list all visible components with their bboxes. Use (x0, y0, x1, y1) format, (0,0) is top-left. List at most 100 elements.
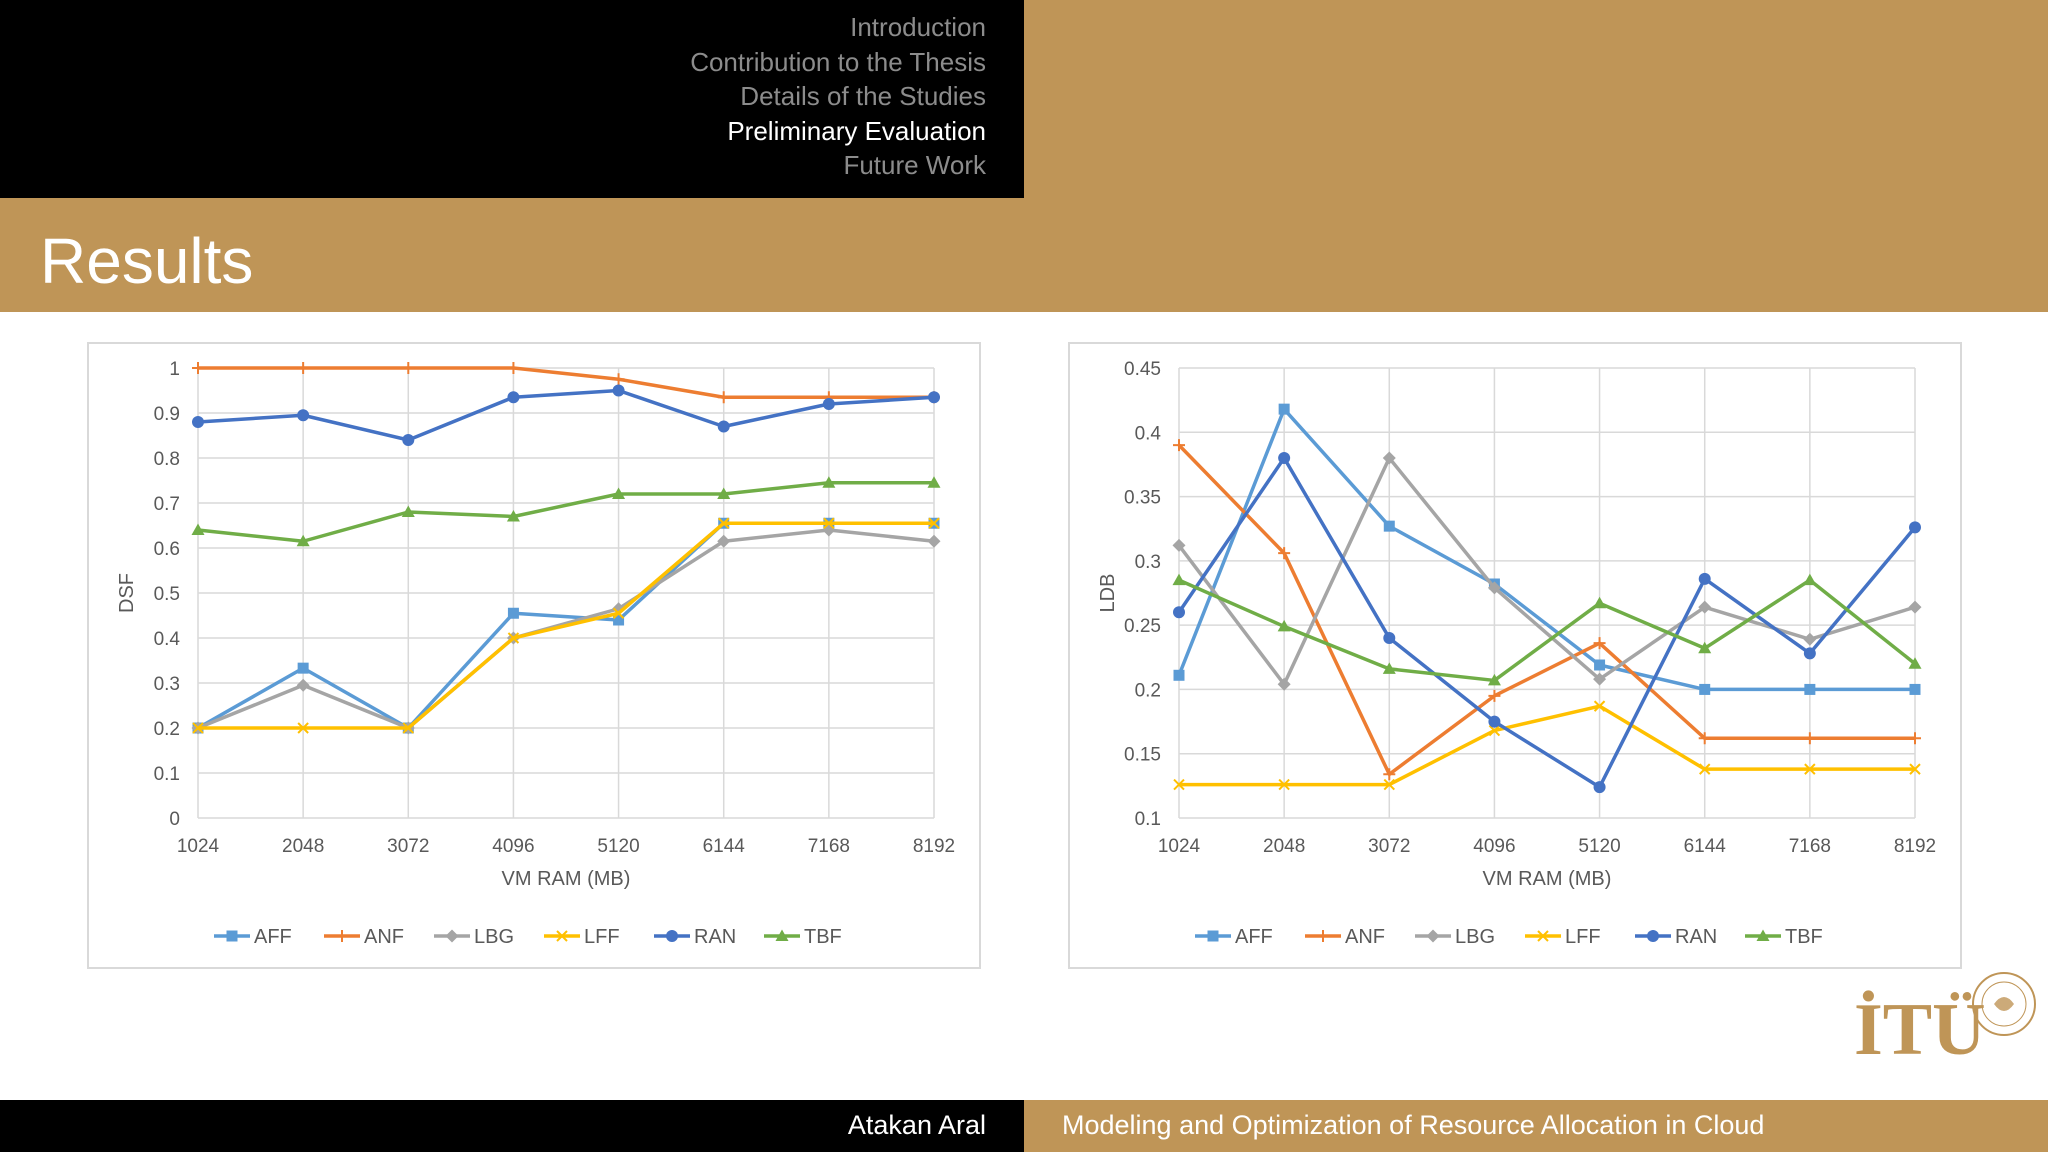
dsf-point-aff (297, 662, 309, 674)
ldb-point-ran (1698, 572, 1711, 585)
ldb-point-ran (1909, 521, 1921, 534)
dsf-chart: 0 0.1 0.2 0.3 0.4 0.5 0.6 0.7 0.8 0.9 1 1024 2048 307… (87, 342, 981, 969)
dsf-point-tbf (191, 523, 205, 535)
nav-item-contribution[interactable]: Contribution to the Thesis (690, 46, 986, 77)
ldb-point-tbf (1593, 596, 1607, 609)
dsf-point-aff (507, 607, 519, 619)
ldb-xtick-label: 4096 (1473, 836, 1515, 857)
ldb-legend-marker-aff (1207, 930, 1219, 942)
ldb-series-lbg (1172, 451, 1922, 691)
dsf-ytick-label: 0.3 (154, 674, 180, 695)
ldb-ytick-label: 0.1 (1135, 809, 1161, 830)
ldb-point-ran (1173, 606, 1185, 619)
ldb-ytick-label: 0.3 (1135, 552, 1161, 573)
dsf-legend-label-anf: ANF (364, 926, 404, 948)
ldb-point-anf (1173, 439, 1185, 452)
dsf-ytick-label: 0.1 (154, 764, 180, 785)
ldb-point-aff (1699, 683, 1711, 695)
dsf-point-lff (928, 517, 940, 529)
ldb-series-anf (1173, 439, 1921, 781)
dsf-point-lbg (717, 534, 731, 548)
ldb-point-ran (1278, 452, 1291, 464)
ldb-point-anf (1278, 547, 1291, 560)
ldb-point-aff (1173, 669, 1185, 681)
itu-logo: İTÜ (1848, 944, 2048, 1071)
ldb-xtick-label: 7168 (1789, 836, 1831, 857)
nav-item-introduction[interactable]: Introduction (850, 12, 986, 42)
dsf-ytick-label: 0.6 (154, 539, 180, 560)
nav-item-future-work[interactable]: Future Work (843, 150, 986, 180)
dsf-xtick-label: 1024 (177, 836, 220, 857)
dsf-ytick-label: 0.2 (154, 719, 180, 740)
ldb-legend-label-tbf: TBF (1785, 926, 1823, 948)
ldb-point-lbg (1698, 600, 1712, 614)
ldb-point-ran (1593, 781, 1606, 794)
dsf-legend-label-tbf: TBF (804, 926, 842, 948)
dsf-legend-marker-lff (556, 930, 568, 942)
ldb-point-lbg (1593, 672, 1607, 686)
dsf-point-tbf (927, 476, 941, 488)
dsf-xtick-label: 3072 (387, 836, 429, 857)
footer-black-panel: Atakan Aral (0, 1100, 1024, 1152)
ldb-point-anf (1488, 689, 1501, 702)
ldb-point-anf (1383, 768, 1396, 781)
footer-presentation-title: Modeling and Optimization of Resource Al… (1062, 1110, 1765, 1140)
ldb-ytick-label: 0.2 (1135, 680, 1161, 701)
ldb-xtick-label: 2048 (1263, 836, 1305, 857)
ldb-point-lff (1383, 778, 1395, 791)
ldb-point-aff (1383, 520, 1395, 532)
dsf-point-tbf (296, 534, 310, 547)
ldb-chart: 0.1 0.15 0.2 0.25 0.3 0.35 0.4 0.45 1024 2048 3072… (1068, 342, 1962, 969)
ldb-point-lbg (1803, 632, 1817, 646)
ldb-point-aff (1278, 403, 1290, 415)
ldb-point-tbf (1487, 673, 1501, 686)
dsf-point-anf (612, 373, 625, 386)
ldb-point-ran (1488, 715, 1501, 728)
ldb-point-anf (1909, 732, 1921, 745)
dsf-ytick-label: 0.5 (154, 584, 180, 605)
dsf-line-lff (198, 521, 934, 730)
ldb-line-aff (1177, 407, 1915, 692)
dsf-chart-svg: 0 0.1 0.2 0.3 0.4 0.5 0.6 0.7 0.8 0.9 1 1024 2048 307… (116, 359, 955, 948)
nav-item-details[interactable]: Details of the Studies (740, 81, 986, 111)
ldb-point-anf (1593, 637, 1606, 650)
ldb-legend-label-ran: RAN (1675, 926, 1717, 948)
ldb-xtick-label: 8192 (1894, 836, 1936, 857)
dsf-legend-marker-tbf (775, 929, 789, 941)
ldb-point-lff (1173, 778, 1185, 791)
ldb-ytick-label: 0.45 (1124, 359, 1161, 380)
nav-item-preliminary-evaluation[interactable]: Preliminary Evaluation (727, 115, 986, 146)
dsf-point-ran (192, 416, 204, 428)
ldb-xtick-label: 1024 (1158, 836, 1201, 857)
dsf-point-lff (297, 722, 309, 734)
dsf-point-ran (402, 434, 415, 446)
dsf-point-anf (192, 362, 204, 374)
itu-seal-inner-ring (1981, 981, 2027, 1027)
ldb-y-axis-title: LDB (1097, 574, 1119, 613)
dsf-point-lbg (927, 534, 941, 548)
ldb-point-tbf (1172, 573, 1186, 586)
itu-logo-text: İTÜ (1854, 989, 1986, 1064)
ldb-legend: AFF ANF LBG LFF RAN TBF (1195, 926, 1823, 948)
ldb-point-lff (1804, 763, 1816, 775)
dsf-point-tbf (612, 487, 626, 499)
footer-gold-panel: Modeling and Optimization of Resource Al… (1024, 1100, 2048, 1152)
ldb-ytick-label: 0.15 (1124, 745, 1161, 766)
ldb-point-lbg (1487, 581, 1501, 595)
dsf-legend-marker-ran (666, 930, 678, 942)
ldb-legend-label-aff: AFF (1235, 926, 1273, 948)
section-navigation: Introduction Contribution to the Thesis … (690, 10, 1024, 183)
itu-seal-icon (1972, 972, 2036, 1036)
dsf-point-lff (507, 632, 520, 644)
ldb-legend-marker-lff (1537, 930, 1549, 942)
header-black-panel: Introduction Contribution to the Thesis … (0, 0, 1024, 198)
dsf-ytick-label: 0.7 (154, 494, 180, 515)
dsf-point-ran (928, 391, 940, 404)
ldb-legend-marker-tbf (1756, 929, 1770, 941)
ldb-ytick-label: 0.35 (1124, 488, 1161, 509)
dsf-legend-marker-aff (226, 930, 238, 942)
dsf-series-tbf (191, 476, 941, 547)
dsf-ytick-label: 0.9 (154, 404, 180, 425)
ldb-point-lbg (1172, 538, 1186, 552)
dsf-series-ran (192, 384, 940, 446)
